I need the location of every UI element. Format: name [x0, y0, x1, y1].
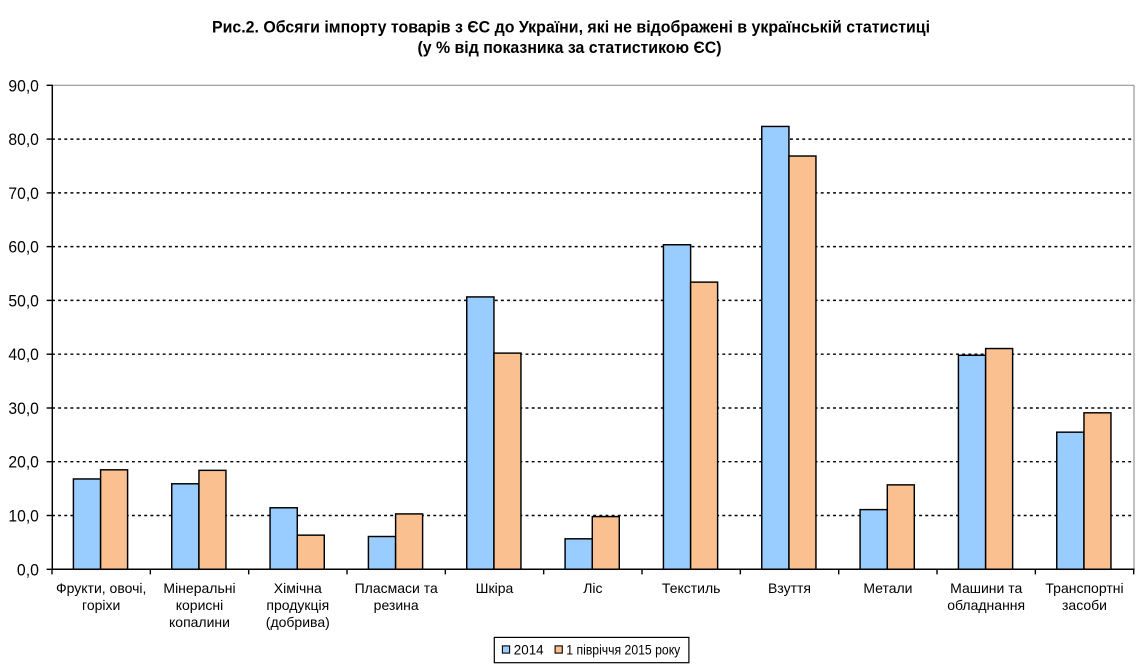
svg-text:0,0: 0,0 — [17, 560, 39, 579]
svg-text:Шкіра: Шкіра — [476, 580, 514, 596]
svg-text:20,0: 20,0 — [8, 453, 39, 472]
svg-text:Фрукти, овочі,: Фрукти, овочі, — [56, 580, 146, 596]
svg-text:(добрива): (добрива) — [266, 614, 330, 630]
svg-text:копалини: копалини — [169, 614, 230, 630]
svg-text:70,0: 70,0 — [8, 184, 39, 203]
svg-text:Мінеральні: Мінеральні — [163, 580, 235, 596]
svg-text:засоби: засоби — [1062, 597, 1107, 613]
svg-text:Ліс: Ліс — [583, 580, 602, 596]
svg-text:Машини та: Машини та — [950, 580, 1022, 596]
svg-text:продукція: продукція — [266, 597, 329, 613]
svg-text:Текстиль: Текстиль — [662, 580, 721, 596]
svg-text:80,0: 80,0 — [8, 130, 39, 149]
svg-text:Взуття: Взуття — [768, 580, 811, 596]
svg-text:Транспортні: Транспортні — [1045, 580, 1123, 596]
svg-text:10,0: 10,0 — [8, 507, 39, 526]
svg-text:корисні: корисні — [176, 597, 224, 613]
svg-text:2014: 2014 — [514, 643, 544, 658]
svg-text:Хімічна: Хімічна — [274, 580, 322, 596]
svg-text:резина: резина — [374, 597, 419, 613]
svg-text:40,0: 40,0 — [8, 345, 39, 364]
svg-text:Пласмаси та: Пласмаси та — [355, 580, 438, 596]
svg-text:Метали: Метали — [863, 580, 912, 596]
svg-text:30,0: 30,0 — [8, 399, 39, 418]
svg-text:горіхи: горіхи — [82, 597, 120, 613]
svg-text:Рис.2. Обсяги імпорту товарів: Рис.2. Обсяги імпорту товарів з ЄС до Ук… — [212, 18, 930, 37]
svg-text:обладнання: обладнання — [947, 597, 1025, 613]
svg-text:(у % від показника за статисти: (у % від показника за статистикою ЄС) — [418, 38, 722, 57]
svg-text:50,0: 50,0 — [8, 291, 39, 310]
svg-text:90,0: 90,0 — [8, 76, 39, 95]
svg-text:60,0: 60,0 — [8, 238, 39, 257]
svg-text:1 півріччя 2015 року: 1 півріччя 2015 року — [566, 643, 680, 658]
